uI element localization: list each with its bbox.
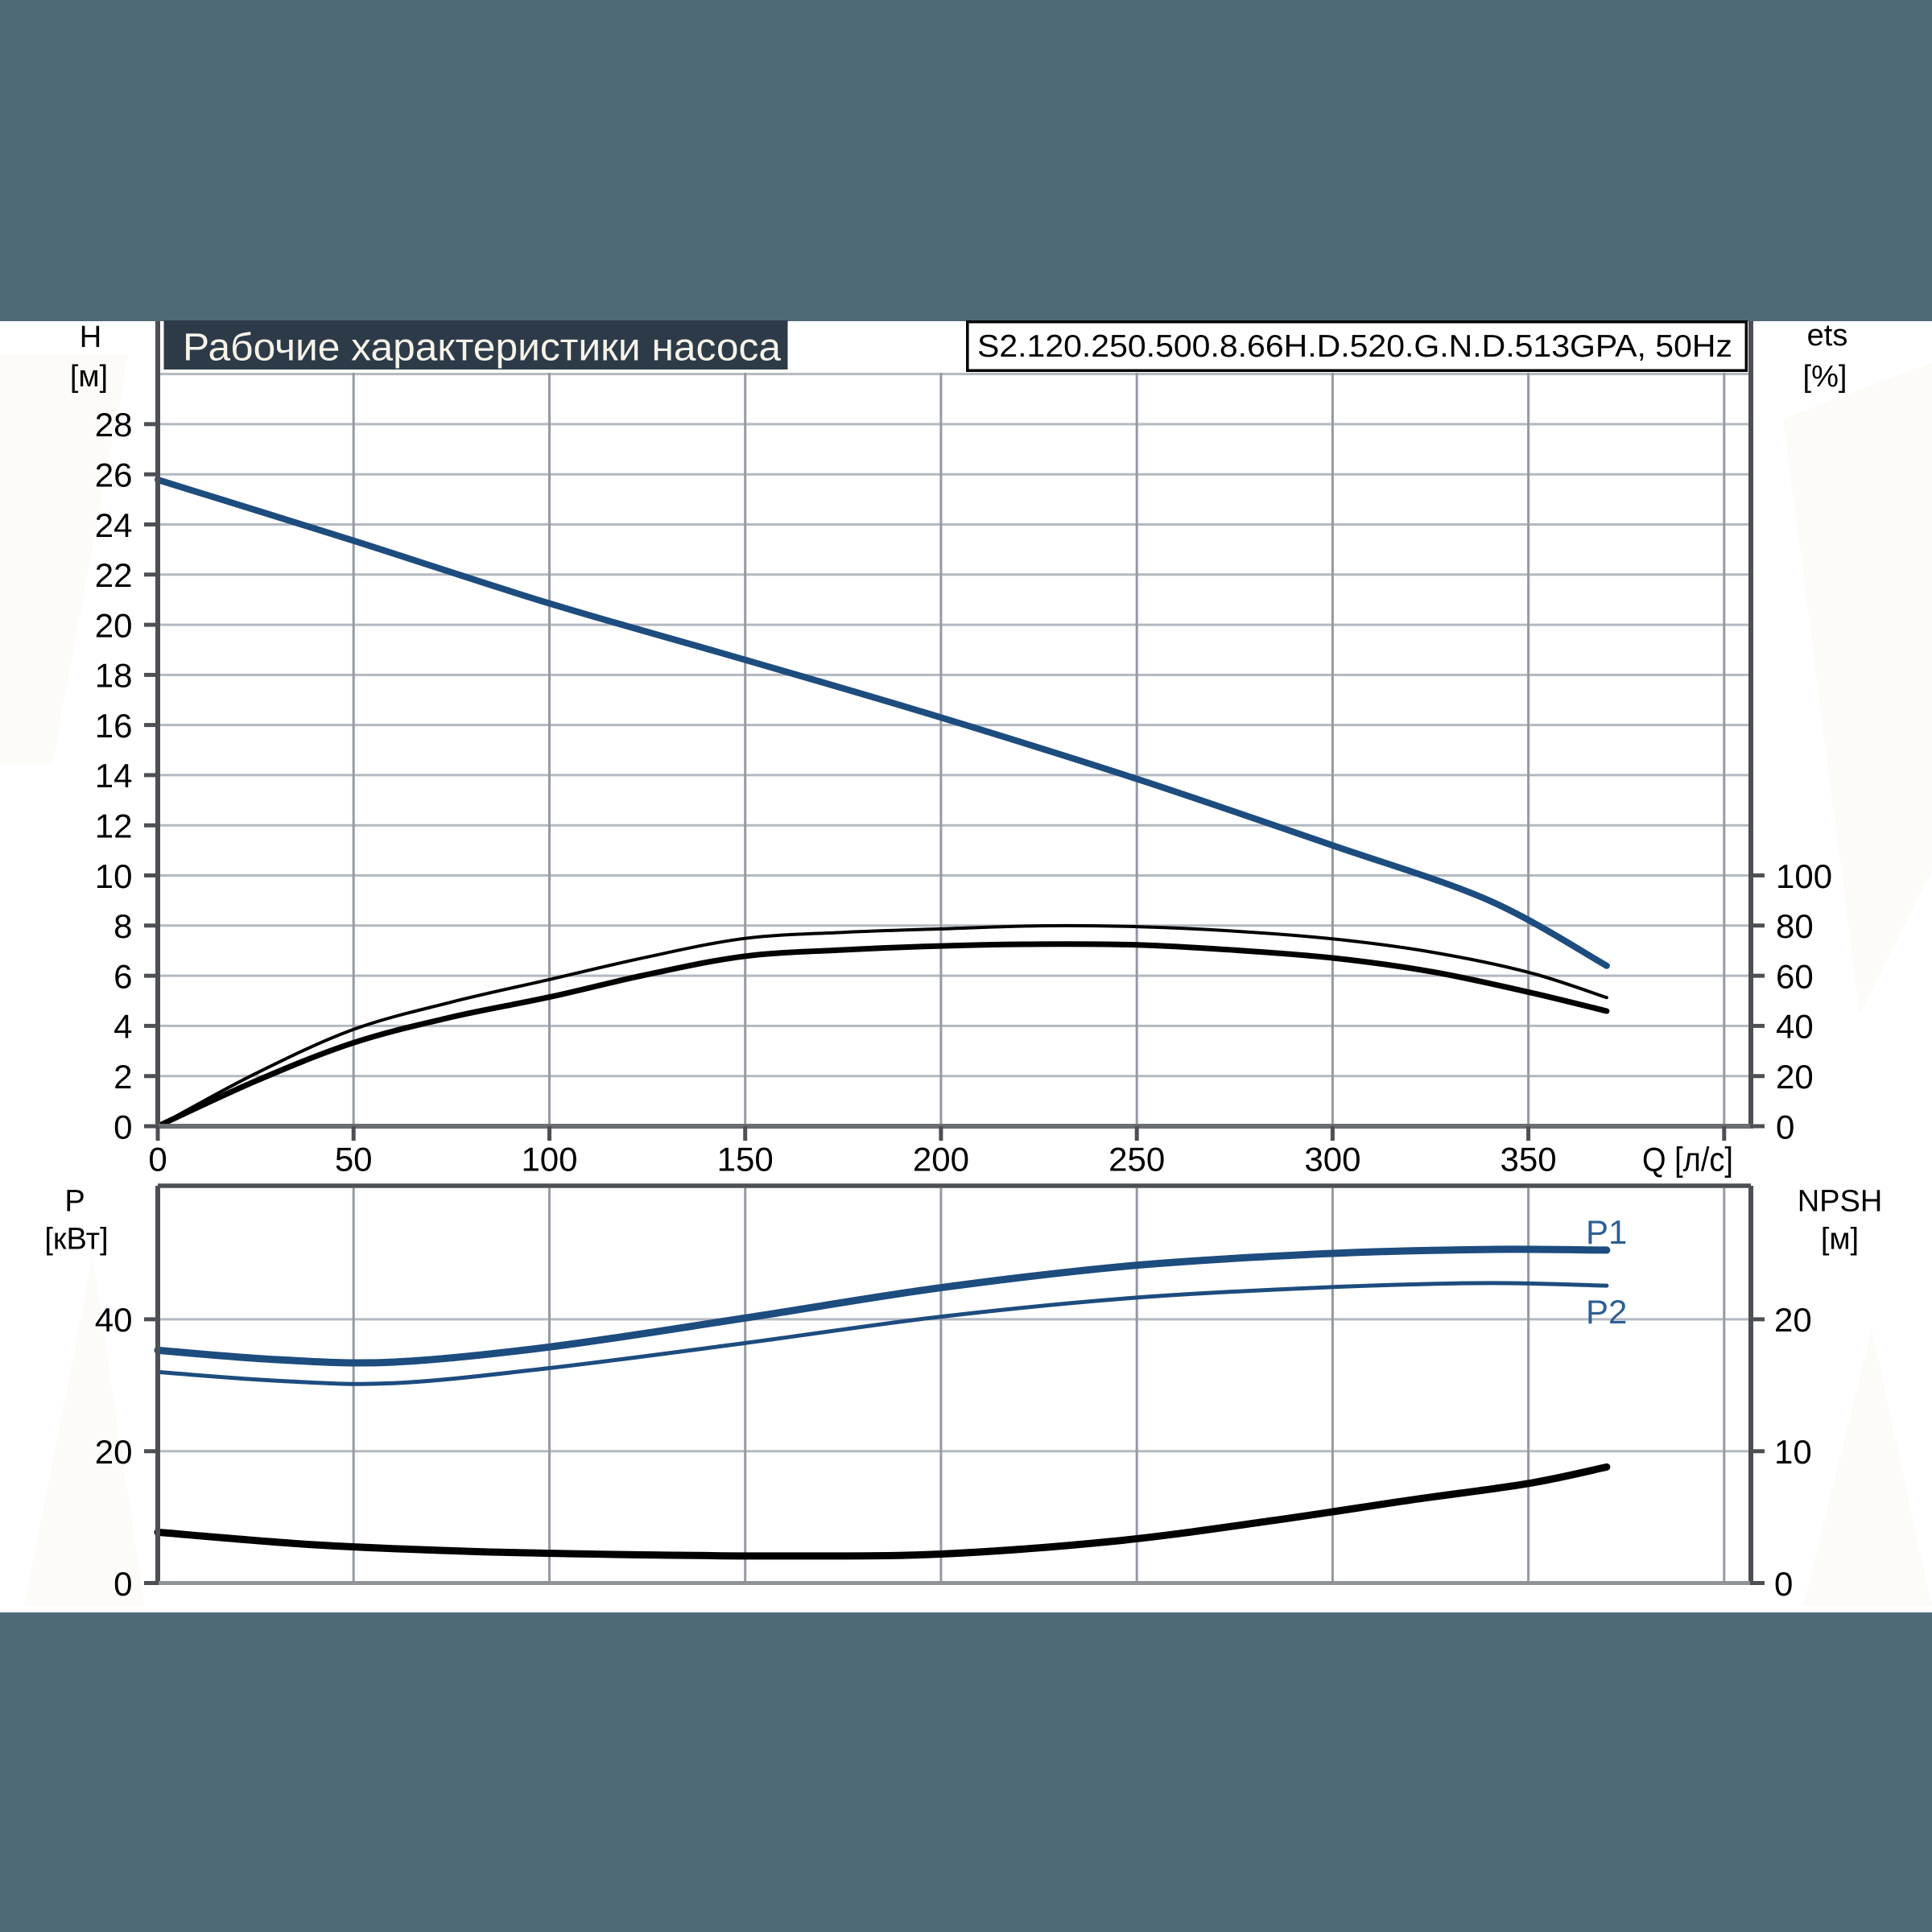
svg-text:0: 0 xyxy=(1776,1108,1794,1146)
svg-text:P2: P2 xyxy=(1586,1293,1627,1331)
svg-text:20: 20 xyxy=(95,1433,133,1471)
svg-text:40: 40 xyxy=(1776,1008,1814,1046)
svg-text:14: 14 xyxy=(95,757,133,795)
svg-text:60: 60 xyxy=(1776,957,1814,995)
svg-text:350: 350 xyxy=(1501,1141,1557,1179)
svg-text:[м]: [м] xyxy=(70,360,108,394)
svg-text:20: 20 xyxy=(1774,1301,1812,1339)
svg-text:P: P xyxy=(64,1185,85,1219)
svg-text:Q [л/с]: Q [л/с] xyxy=(1642,1141,1733,1179)
svg-text:4: 4 xyxy=(114,1008,132,1046)
svg-text:S2.120.250.500.8.66H.D.520.G.N: S2.120.250.500.8.66H.D.520.G.N.D.513GPA,… xyxy=(977,329,1732,364)
svg-text:50: 50 xyxy=(335,1141,373,1179)
svg-text:8: 8 xyxy=(114,907,132,945)
svg-text:80: 80 xyxy=(1776,907,1814,945)
svg-text:0: 0 xyxy=(1774,1565,1793,1603)
svg-text:20: 20 xyxy=(95,606,133,644)
svg-text:20: 20 xyxy=(1776,1058,1814,1096)
svg-text:12: 12 xyxy=(95,807,133,845)
svg-text:ets: ets xyxy=(1807,319,1848,353)
svg-text:200: 200 xyxy=(913,1141,969,1179)
svg-text:H: H xyxy=(80,320,101,354)
svg-text:100: 100 xyxy=(1776,857,1832,895)
svg-text:P1: P1 xyxy=(1586,1213,1627,1251)
svg-text:300: 300 xyxy=(1304,1141,1360,1179)
svg-text:2: 2 xyxy=(114,1058,132,1096)
svg-text:22: 22 xyxy=(95,556,133,594)
svg-text:[кВт]: [кВт] xyxy=(44,1223,108,1257)
svg-text:26: 26 xyxy=(95,456,133,494)
svg-text:18: 18 xyxy=(95,657,133,695)
svg-text:250: 250 xyxy=(1108,1141,1165,1179)
svg-text:0: 0 xyxy=(148,1141,167,1179)
svg-text:[м]: [м] xyxy=(1821,1223,1859,1257)
svg-text:40: 40 xyxy=(95,1301,133,1339)
svg-text:6: 6 xyxy=(114,957,132,995)
svg-text:NPSH: NPSH xyxy=(1798,1185,1883,1219)
svg-text:10: 10 xyxy=(1774,1433,1812,1471)
svg-text:[%]: [%] xyxy=(1803,360,1847,394)
svg-text:100: 100 xyxy=(521,1141,577,1179)
svg-text:150: 150 xyxy=(717,1141,774,1179)
svg-text:28: 28 xyxy=(95,406,133,444)
svg-text:24: 24 xyxy=(95,506,133,544)
svg-text:Рабочие характеристики насоса: Рабочие характеристики насоса xyxy=(183,327,781,369)
svg-text:10: 10 xyxy=(95,857,133,895)
svg-text:16: 16 xyxy=(95,707,133,745)
svg-text:0: 0 xyxy=(114,1565,132,1603)
svg-text:0: 0 xyxy=(114,1108,132,1146)
